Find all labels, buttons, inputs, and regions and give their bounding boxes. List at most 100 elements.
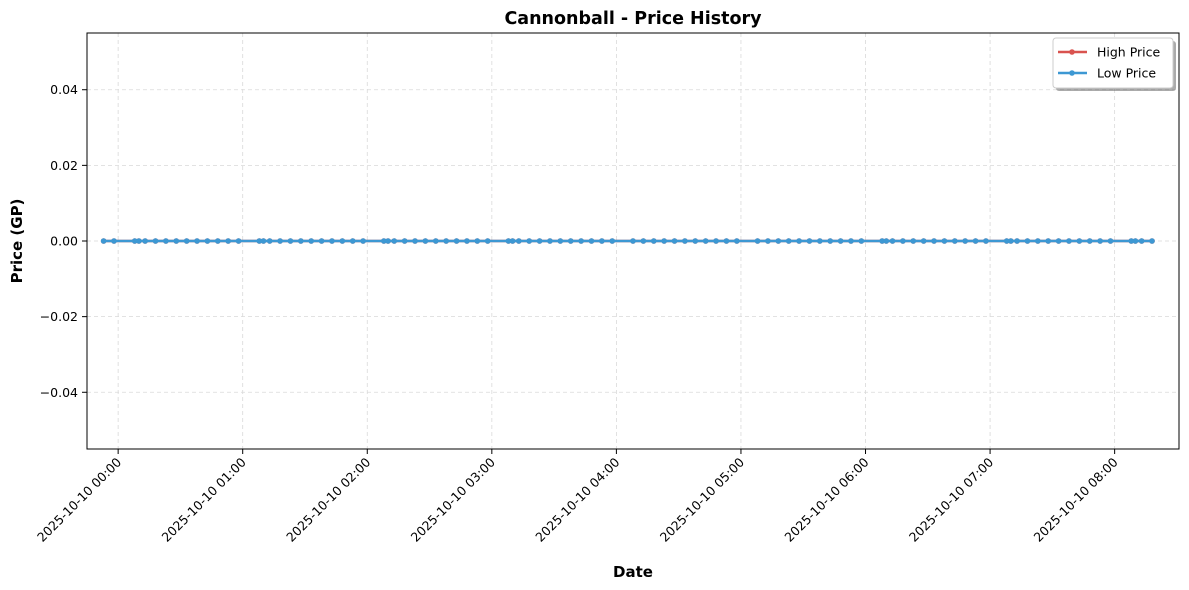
data-point <box>484 238 491 244</box>
data-point <box>266 238 273 244</box>
y-tick-label: −0.02 <box>40 309 78 324</box>
data-point <box>318 238 325 244</box>
data-point <box>983 238 989 244</box>
data-point <box>817 238 823 244</box>
data-point <box>277 238 283 244</box>
data-point <box>505 238 512 244</box>
data-point <box>526 238 532 244</box>
data-point <box>941 238 948 244</box>
data-point <box>329 238 335 244</box>
data-point <box>1055 238 1062 244</box>
data-point <box>785 238 792 244</box>
x-axis-title: Date <box>613 563 653 581</box>
data-point <box>972 238 979 244</box>
legend-marker <box>1069 70 1075 76</box>
data-point <box>578 238 584 244</box>
data-point <box>889 238 896 244</box>
data-point <box>1097 238 1103 244</box>
data-point <box>256 238 263 244</box>
data-point <box>1003 238 1010 244</box>
y-tick-label: −0.04 <box>40 385 78 400</box>
data-point <box>734 238 740 244</box>
x-tick-label: 2025-10-10 08:00 <box>1031 454 1121 544</box>
data-point <box>848 238 854 244</box>
legend-entries: High Price Low Price <box>1058 45 1161 81</box>
series-1 <box>100 238 1155 244</box>
x-tick-label: 2025-10-10 05:00 <box>657 454 747 544</box>
ticks: 2025-10-10 00:00 2025-10-10 01:00 2025-10-… <box>34 82 1121 545</box>
data-point <box>385 238 391 244</box>
data-point <box>1008 238 1014 244</box>
data-point <box>1107 238 1114 244</box>
data-point <box>557 238 564 244</box>
data-point <box>640 238 647 244</box>
legend-label: High Price <box>1097 45 1161 60</box>
legend-box <box>1052 37 1174 89</box>
legend: High Price Low Price <box>1052 37 1176 91</box>
data-point <box>163 238 169 244</box>
data-point <box>443 238 449 244</box>
y-axis-title: Price (GP) <box>8 199 26 284</box>
x-tick-label: 2025-10-10 06:00 <box>781 454 871 544</box>
data-point <box>879 238 885 244</box>
legend-label: Low Price <box>1097 66 1156 81</box>
data-point <box>765 238 771 244</box>
data-point <box>453 238 460 244</box>
data-point <box>858 238 865 244</box>
data-point <box>920 238 927 244</box>
data-point <box>1149 238 1155 244</box>
data-point <box>1014 238 1020 244</box>
data-point <box>713 238 719 244</box>
data-point <box>111 238 117 244</box>
data-point <box>401 238 408 244</box>
data-point <box>723 238 730 244</box>
data-point <box>298 238 304 244</box>
data-point <box>1086 238 1093 244</box>
data-point <box>100 238 107 244</box>
data-point <box>1132 238 1139 244</box>
data-point <box>931 238 937 244</box>
data-point <box>308 238 315 244</box>
y-tick-label: 0.02 <box>50 158 78 173</box>
x-tick-label: 2025-10-10 04:00 <box>532 454 622 544</box>
data-point <box>630 238 636 244</box>
data-point <box>412 238 418 244</box>
data-point <box>260 238 267 244</box>
data-point <box>464 238 470 244</box>
y-tick-label: 0.04 <box>50 82 78 97</box>
data-point <box>474 238 481 244</box>
data-point <box>381 238 387 244</box>
x-tick-label: 2025-10-10 07:00 <box>906 454 996 544</box>
data-point <box>900 238 906 244</box>
data-point <box>796 238 802 244</box>
data-point <box>883 238 890 244</box>
chart-title: Cannonball - Price History <box>504 9 762 29</box>
data-point <box>204 238 211 244</box>
data-point <box>910 238 917 244</box>
data-point <box>349 238 356 244</box>
data-point <box>1024 238 1031 244</box>
data-point <box>509 238 516 244</box>
data-point <box>432 238 439 244</box>
data-point <box>1076 238 1083 244</box>
data-point <box>360 238 366 244</box>
data-point <box>287 238 294 244</box>
x-tick-label: 2025-10-10 02:00 <box>283 454 373 544</box>
data-point <box>754 238 761 244</box>
data-point <box>547 238 553 244</box>
data-point <box>194 238 200 244</box>
data-point <box>1138 238 1145 244</box>
data-point <box>536 238 543 244</box>
series-layer <box>100 238 1155 244</box>
data-point <box>183 238 190 244</box>
data-point <box>609 238 616 244</box>
data-point <box>1128 238 1135 244</box>
data-point <box>775 238 782 244</box>
data-point <box>225 238 231 244</box>
x-tick-label: 2025-10-10 03:00 <box>408 454 498 544</box>
data-point <box>692 238 699 244</box>
data-point <box>837 238 844 244</box>
data-point <box>214 238 221 244</box>
data-point <box>339 238 346 244</box>
